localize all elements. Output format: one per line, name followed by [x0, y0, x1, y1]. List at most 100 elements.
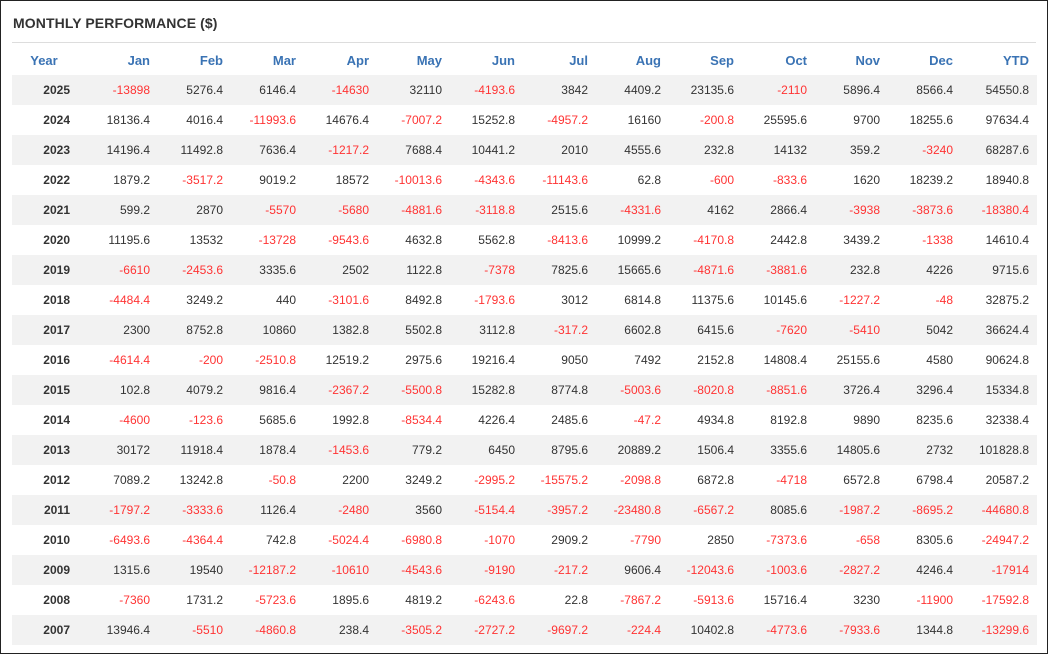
- table-body: 2025 -13898 5276.4 6146.4 -14630 32110 -4193.6…: [12, 75, 1037, 645]
- month-value-cell: 18572: [304, 165, 377, 195]
- month-value-cell: 2870: [158, 195, 231, 225]
- month-value-cell: -4718: [742, 465, 815, 495]
- month-value-cell: 359.2: [815, 135, 888, 165]
- year-cell: 2018: [12, 285, 76, 315]
- ytd-cell: 32338.4: [961, 405, 1037, 435]
- month-value-cell: -3333.6: [158, 495, 231, 525]
- month-value-cell: 3560: [377, 495, 450, 525]
- month-value-cell: 6572.8: [815, 465, 888, 495]
- month-value-cell: 2010: [523, 135, 596, 165]
- month-value-cell: 3249.2: [377, 465, 450, 495]
- month-value-cell: 232.8: [815, 255, 888, 285]
- column-header-sep: Sep: [710, 52, 734, 68]
- month-value-cell: 8085.6: [742, 495, 815, 525]
- month-value-cell: 11375.6: [669, 285, 742, 315]
- month-value-cell: -13728: [231, 225, 304, 255]
- month-value-cell: 9019.2: [231, 165, 304, 195]
- month-value-cell: -4364.4: [158, 525, 231, 555]
- month-value-cell: -4484.4: [76, 285, 158, 315]
- month-value-cell: -11993.6: [231, 105, 304, 135]
- column-header-jan: Jan: [127, 52, 150, 68]
- ytd-cell: 18940.8: [961, 165, 1037, 195]
- month-value-cell: 6450: [450, 435, 523, 465]
- ytd-cell: 54550.8: [961, 75, 1037, 105]
- month-value-cell: 6872.8: [669, 465, 742, 495]
- month-value-cell: 4162: [669, 195, 742, 225]
- month-value-cell: 102.8: [76, 375, 158, 405]
- month-value-cell: 4632.8: [377, 225, 450, 255]
- month-value-cell: -2727.2: [450, 615, 523, 645]
- month-value-cell: 2152.8: [669, 345, 742, 375]
- month-value-cell: -7620: [742, 315, 815, 345]
- month-value-cell: 7089.2: [76, 465, 158, 495]
- month-value-cell: -11143.6: [523, 165, 596, 195]
- month-value-cell: 19540: [158, 555, 231, 585]
- month-value-cell: 8795.6: [523, 435, 596, 465]
- year-cell: 2019: [12, 255, 76, 285]
- month-value-cell: -48: [888, 285, 961, 315]
- month-value-cell: 19216.4: [450, 345, 523, 375]
- month-value-cell: 2975.6: [377, 345, 450, 375]
- month-value-cell: 3726.4: [815, 375, 888, 405]
- month-value-cell: -10013.6: [377, 165, 450, 195]
- month-value-cell: 8566.4: [888, 75, 961, 105]
- month-value-cell: 15716.4: [742, 585, 815, 615]
- month-value-cell: 2502: [304, 255, 377, 285]
- month-value-cell: 15252.8: [450, 105, 523, 135]
- month-value-cell: -8695.2: [888, 495, 961, 525]
- month-value-cell: 779.2: [377, 435, 450, 465]
- month-value-cell: 4226: [888, 255, 961, 285]
- month-value-cell: 14132: [742, 135, 815, 165]
- year-cell: 2007: [12, 615, 76, 645]
- month-value-cell: 6146.4: [231, 75, 304, 105]
- month-value-cell: 12519.2: [304, 345, 377, 375]
- month-value-cell: -4331.6: [596, 195, 669, 225]
- month-value-cell: 14676.4: [304, 105, 377, 135]
- month-value-cell: 5562.8: [450, 225, 523, 255]
- month-value-cell: 11918.4: [158, 435, 231, 465]
- month-value-cell: -2510.8: [231, 345, 304, 375]
- year-cell: 2012: [12, 465, 76, 495]
- column-header-nov: Nov: [855, 52, 880, 68]
- month-value-cell: -4543.6: [377, 555, 450, 585]
- month-value-cell: 3112.8: [450, 315, 523, 345]
- column-header-year: Year: [30, 52, 58, 68]
- month-value-cell: 3842: [523, 75, 596, 105]
- month-value-cell: 14808.4: [742, 345, 815, 375]
- month-value-cell: 18255.6: [888, 105, 961, 135]
- month-value-cell: -5410: [815, 315, 888, 345]
- month-value-cell: -4614.4: [76, 345, 158, 375]
- month-value-cell: 3230: [815, 585, 888, 615]
- month-value-cell: 11195.6: [76, 225, 158, 255]
- month-value-cell: 23135.6: [669, 75, 742, 105]
- table-row: 2014 -4600 -123.6 5685.6 1992.8 -8534.4 4226.4…: [12, 405, 1037, 435]
- month-value-cell: -4773.6: [742, 615, 815, 645]
- month-value-cell: -6610: [76, 255, 158, 285]
- ytd-cell: 15334.8: [961, 375, 1037, 405]
- month-value-cell: 5502.8: [377, 315, 450, 345]
- month-value-cell: -2995.2: [450, 465, 523, 495]
- month-value-cell: -5570: [231, 195, 304, 225]
- month-value-cell: 8305.6: [888, 525, 961, 555]
- month-value-cell: -3118.8: [450, 195, 523, 225]
- month-value-cell: -1003.6: [742, 555, 815, 585]
- year-cell: 2011: [12, 495, 76, 525]
- month-value-cell: -3101.6: [304, 285, 377, 315]
- month-value-cell: -1070: [450, 525, 523, 555]
- month-value-cell: -7790: [596, 525, 669, 555]
- month-value-cell: 13242.8: [158, 465, 231, 495]
- year-cell: 2010: [12, 525, 76, 555]
- month-value-cell: -1227.2: [815, 285, 888, 315]
- month-value-cell: 9816.4: [231, 375, 304, 405]
- table-header-row: Year Jan Feb Mar Apr May Jun Jul Aug Sep Oct Nov Dec…: [12, 45, 1037, 75]
- month-value-cell: 25155.6: [815, 345, 888, 375]
- table-row: 2011 -1797.2 -3333.6 1126.4 -2480 3560 -5154.4…: [12, 495, 1037, 525]
- table-row: 2008 -7360 1731.2 -5723.6 1895.6 4819.2 -6243.…: [12, 585, 1037, 615]
- column-header-feb: Feb: [199, 52, 223, 68]
- month-value-cell: 440: [231, 285, 304, 315]
- month-value-cell: 6415.6: [669, 315, 742, 345]
- month-value-cell: -11900: [888, 585, 961, 615]
- month-value-cell: -217.2: [523, 555, 596, 585]
- month-value-cell: 742.8: [231, 525, 304, 555]
- month-value-cell: 20889.2: [596, 435, 669, 465]
